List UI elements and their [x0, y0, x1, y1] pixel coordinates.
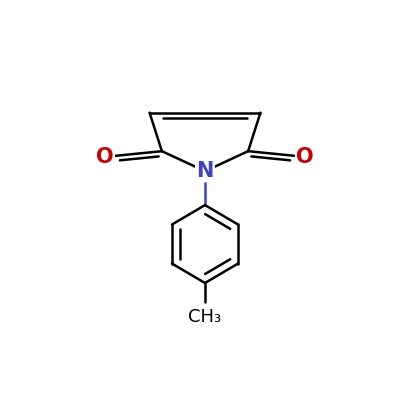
Text: O: O — [96, 147, 114, 167]
Text: CH₃: CH₃ — [188, 308, 222, 326]
Text: O: O — [296, 147, 314, 167]
Text: N: N — [196, 161, 214, 181]
